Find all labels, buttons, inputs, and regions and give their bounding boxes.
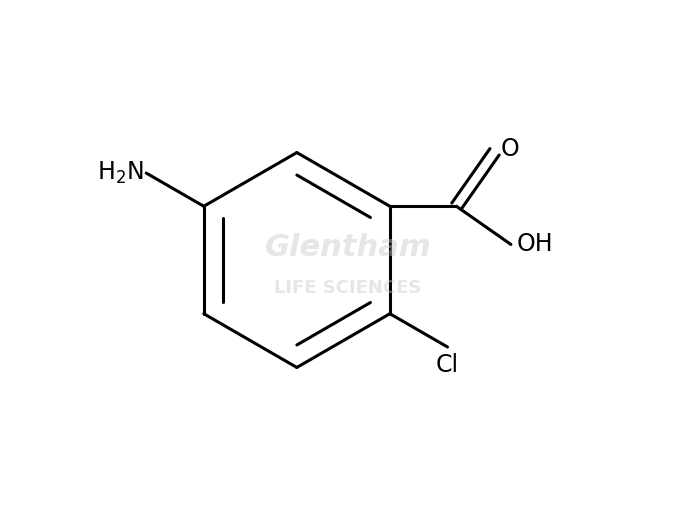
- Text: Glentham: Glentham: [264, 233, 432, 262]
- Text: Cl: Cl: [436, 353, 459, 377]
- Text: H$_2$N: H$_2$N: [97, 160, 143, 186]
- Text: LIFE SCIENCES: LIFE SCIENCES: [274, 279, 422, 297]
- Text: OH: OH: [517, 232, 553, 256]
- Text: O: O: [500, 137, 519, 161]
